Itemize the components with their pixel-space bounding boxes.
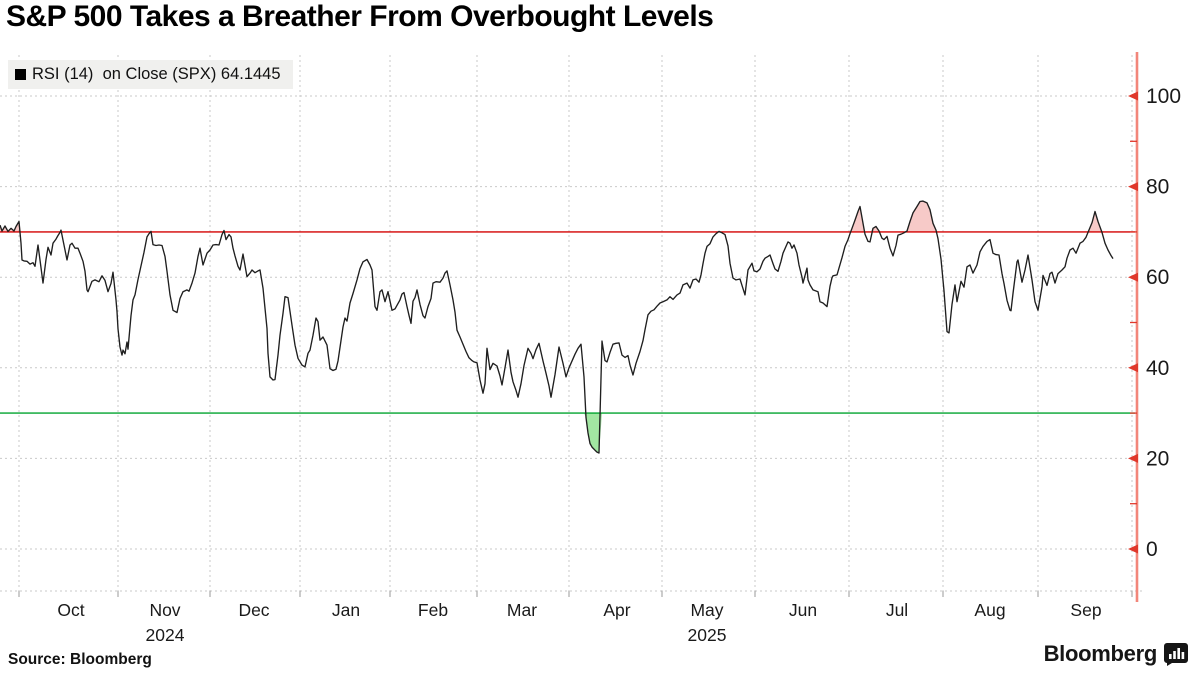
legend: RSI (14) on Close (SPX) 64.1445 <box>8 60 293 89</box>
y-axis-label-20: 20 <box>1146 447 1169 470</box>
x-axis-month-label-Feb: Feb <box>418 600 448 620</box>
x-axis-month-label-Mar: Mar <box>507 600 537 620</box>
x-axis-month-label-May: May <box>690 600 723 620</box>
source-note: Source: Bloomberg <box>8 651 152 668</box>
bloomberg-branding: Bloomberg <box>1044 641 1188 667</box>
y-axis-label-100: 100 <box>1146 85 1181 108</box>
overbought-fill-area <box>0 201 1113 232</box>
x-axis-month-label-Jan: Jan <box>332 600 360 620</box>
x-axis-month-label-Jun: Jun <box>789 600 817 620</box>
y-axis-tick-arrow-0 <box>1128 544 1138 554</box>
y-axis-tick-arrow-100 <box>1128 91 1138 101</box>
bloomberg-terminal-icon <box>1164 642 1188 666</box>
y-axis-tick-arrow-40 <box>1128 363 1138 373</box>
x-axis-month-label-Sep: Sep <box>1070 600 1101 620</box>
x-axis-month-label-Nov: Nov <box>149 600 180 620</box>
legend-label: RSI (14) on Close (SPX) 64.1445 <box>32 65 281 83</box>
x-axis-month-label-Apr: Apr <box>603 600 630 620</box>
x-axis-month-label-Jul: Jul <box>886 600 908 620</box>
bloomberg-wordmark: Bloomberg <box>1043 641 1158 666</box>
y-axis-label-80: 80 <box>1146 176 1169 199</box>
legend-swatch-icon <box>15 69 26 80</box>
x-axis-month-label-Dec: Dec <box>238 600 269 620</box>
rsi-series-line <box>0 200 1114 454</box>
y-axis-label-0: 0 <box>1146 538 1158 561</box>
y-axis-tick-arrow-80 <box>1128 182 1138 192</box>
y-axis-tick-arrow-20 <box>1128 453 1138 463</box>
x-axis-month-label-Oct: Oct <box>57 600 84 620</box>
x-axis-year-label-2025: 2025 <box>688 625 727 645</box>
x-axis-year-label-2024: 2024 <box>146 625 185 645</box>
y-axis-label-60: 60 <box>1146 266 1169 289</box>
x-axis-month-label-Aug: Aug <box>974 600 1005 620</box>
y-axis-label-40: 40 <box>1146 357 1169 380</box>
oversold-fill-area <box>0 413 1113 453</box>
y-axis-tick-arrow-60 <box>1128 272 1138 282</box>
chart-title: S&P 500 Takes a Breather From Overbought… <box>6 0 714 33</box>
